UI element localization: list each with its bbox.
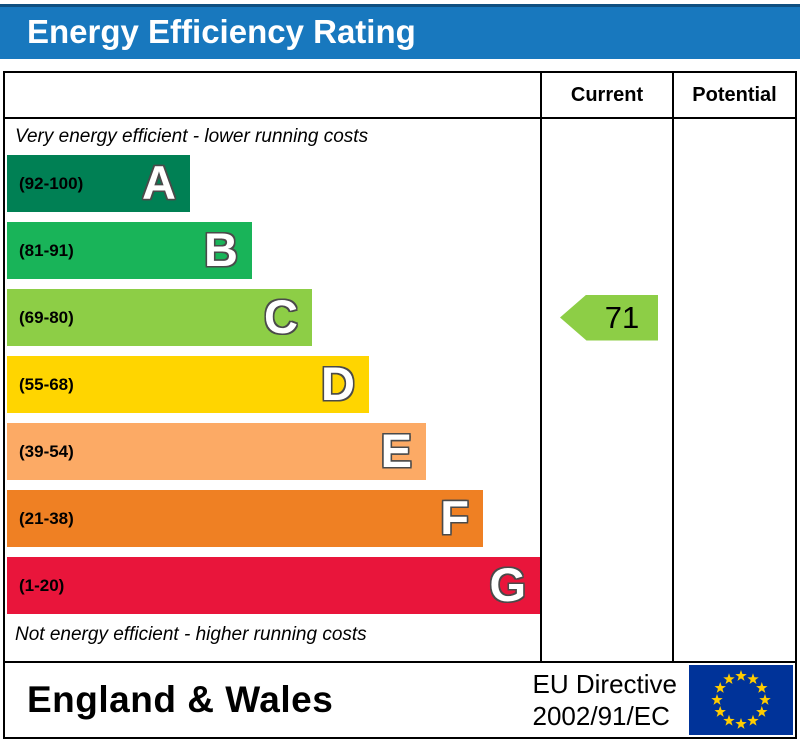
potential-column-divider <box>672 73 674 661</box>
current-rating-arrow: 71 <box>560 294 658 341</box>
header-divider-line <box>5 117 795 119</box>
band-bar: (81-91) B <box>7 222 252 279</box>
band-bar: (92-100) A <box>7 155 190 212</box>
band-row-g: (1-20) G <box>7 557 540 614</box>
band-bar: (69-80) C <box>7 289 312 346</box>
band-row-a: (92-100) A <box>7 155 540 212</box>
band-bar: (21-38) F <box>7 490 483 547</box>
band-range-label: (1-20) <box>19 575 65 595</box>
band-range-label: (81-91) <box>19 240 74 260</box>
band-row-d: (55-68) D <box>7 356 540 413</box>
band-letter: E <box>380 423 412 477</box>
band-row-f: (21-38) F <box>7 490 540 547</box>
top-note: Very energy efficient - lower running co… <box>15 126 369 147</box>
column-header-potential: Potential <box>692 84 777 106</box>
band-bar: (55-68) D <box>7 356 369 413</box>
current-column-divider <box>540 73 542 661</box>
eu-directive-label: EU Directive 2002/91/EC <box>533 668 677 732</box>
eu-flag-icon <box>689 665 793 735</box>
eu-directive-line1: EU Directive <box>532 669 677 699</box>
band-letter: F <box>440 490 469 544</box>
band-letter: C <box>264 289 298 343</box>
region-label: England & Wales <box>27 679 334 720</box>
band-letter: D <box>321 356 355 410</box>
band-row-b: (81-91) B <box>7 222 540 279</box>
band-range-label: (69-80) <box>19 307 74 327</box>
page-title: Energy Efficiency Rating <box>27 13 416 50</box>
title-bar: Energy Efficiency Rating <box>0 4 800 59</box>
band-bar: (1-20) G <box>7 557 540 614</box>
band-row-e: (39-54) E <box>7 423 540 480</box>
bottom-note: Not energy efficient - higher running co… <box>15 624 367 645</box>
band-letter: G <box>489 557 526 611</box>
footer: England & Wales EU Directive 2002/91/EC <box>3 663 797 739</box>
band-letter: B <box>204 222 238 276</box>
band-row-c: (69-80) C <box>7 289 540 346</box>
epc-chart: Current Potential Very energy efficient … <box>3 71 797 663</box>
column-header-current: Current <box>570 84 644 106</box>
band-range-label: (21-38) <box>19 508 74 528</box>
band-range-label: (55-68) <box>19 374 74 394</box>
bands: (92-100) A (81-91) B (69-80) C (55-68) D… <box>7 155 540 624</box>
band-range-label: (39-54) <box>19 441 74 461</box>
eu-directive-line2: 2002/91/EC <box>532 701 670 731</box>
current-rating-value: 71 <box>604 299 640 335</box>
band-letter: A <box>142 155 176 209</box>
band-bar: (39-54) E <box>7 423 426 480</box>
band-range-label: (92-100) <box>19 173 84 193</box>
